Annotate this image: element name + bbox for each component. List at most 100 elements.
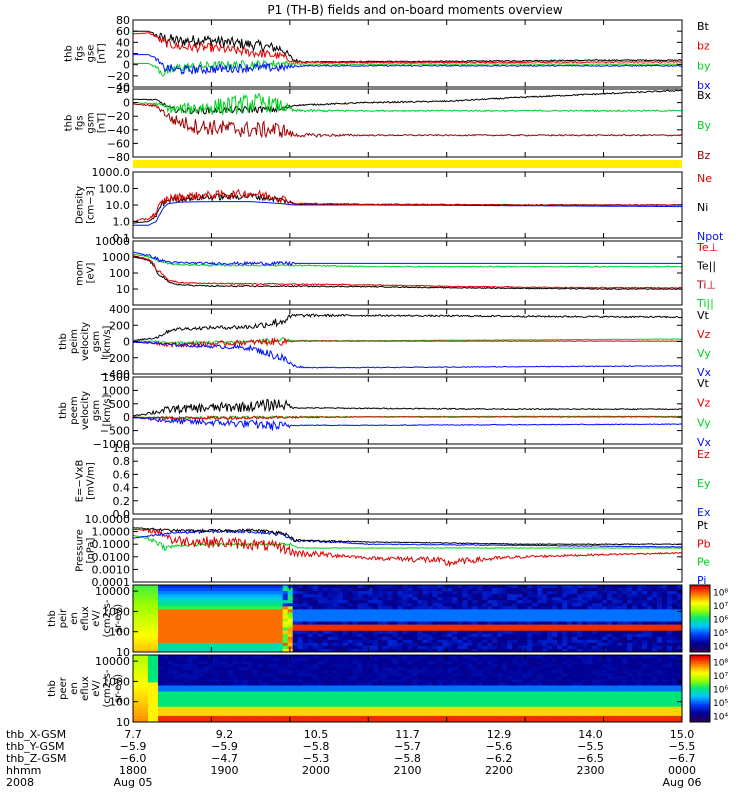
heatmap-cell (312, 594, 319, 598)
heatmap-cell (172, 715, 179, 720)
heatmap-cell (527, 664, 533, 668)
heatmap-cell (477, 688, 483, 693)
heatmap-cell (307, 618, 314, 623)
heatmap-cell (537, 694, 543, 699)
heatmap-cell (417, 676, 424, 680)
heatmap-cell (542, 630, 548, 635)
heatmap-cell (172, 639, 179, 644)
heatmap-cell (452, 691, 458, 696)
heatmap-cell (582, 597, 588, 601)
series-Ne (133, 188, 682, 222)
heatmap-cell (143, 703, 149, 708)
heatmap-cell (452, 633, 458, 638)
heatmap-cell (497, 639, 503, 644)
heatmap-cell (517, 697, 523, 702)
heatmap-cell (487, 591, 493, 595)
heatmap-cell (527, 715, 533, 720)
heatmap-cell (482, 670, 488, 674)
heatmap-cell (267, 645, 274, 650)
heatmap-cell (133, 597, 139, 601)
heatmap-cell (467, 655, 473, 659)
heatmap-cell (237, 624, 244, 629)
heatmap-cell (133, 688, 139, 693)
heatmap-cell (587, 588, 593, 592)
heatmap-cell (392, 636, 399, 641)
heatmap-cell (532, 703, 538, 708)
heatmap-cell (297, 627, 304, 632)
heatmap-cell (212, 697, 219, 702)
heatmap-cell (287, 633, 294, 638)
heatmap-cell (502, 633, 508, 638)
heatmap-cell (332, 633, 339, 638)
heatmap-cell (442, 600, 448, 604)
heatmap-cell (607, 639, 613, 644)
heatmap-cell (432, 715, 439, 720)
heatmap-cell (267, 615, 274, 620)
heatmap-cell (227, 591, 234, 595)
heatmap-cell (322, 661, 329, 665)
heatmap-cell (133, 627, 139, 632)
heatmap-cell (192, 667, 199, 671)
heatmap-cell (317, 588, 324, 592)
heatmap-cell (187, 664, 194, 668)
heatmap-cell (532, 639, 538, 644)
heatmap-cell (312, 588, 319, 592)
heatmap-cell (307, 719, 314, 722)
heatmap-cell (167, 719, 174, 722)
heatmap-cell (172, 682, 179, 686)
heatmap-cell (602, 636, 608, 641)
heatmap-cell (577, 615, 583, 620)
heatmap-cell (307, 664, 314, 668)
heatmap-cell (457, 661, 463, 665)
heatmap-cell (457, 597, 463, 601)
heatmap-cell (402, 679, 409, 683)
heatmap-cell (302, 645, 309, 650)
heatmap-cell (542, 606, 548, 610)
heatmap-cell (158, 636, 164, 641)
heatmap-cell (612, 633, 618, 638)
heatmap-cell (502, 655, 508, 659)
heatmap-cell (472, 645, 478, 650)
heatmap-cell (447, 691, 453, 696)
heatmap-cell (252, 661, 259, 665)
heatmap-cell (312, 603, 319, 607)
heatmap-cell (143, 658, 149, 662)
heatmap-cell (187, 639, 194, 644)
heatmap-cell (657, 615, 663, 620)
heatmap-cell (437, 667, 443, 671)
heatmap-cell (467, 606, 473, 610)
heatmap-cell (267, 661, 274, 665)
heatmap-cell (642, 642, 648, 647)
heatmap-cell (242, 600, 249, 604)
heatmap-cell (307, 700, 314, 705)
heatmap-cell (512, 703, 518, 708)
heatmap-cell (387, 627, 394, 632)
heatmap-cell (572, 667, 578, 671)
heatmap-cell (502, 709, 508, 714)
heatmap-cell (252, 609, 259, 613)
heatmap-cell (242, 636, 249, 641)
heatmap-cell (322, 715, 329, 720)
heatmap-cell (237, 670, 244, 674)
heatmap-cell (402, 627, 409, 632)
heatmap-cell (547, 603, 553, 607)
heatmap-cell (412, 694, 419, 699)
heatmap-cell (492, 630, 498, 635)
heatmap-cell (482, 612, 488, 616)
heatmap-cell (487, 597, 493, 601)
heatmap-cell (492, 588, 498, 592)
heatmap-cell (172, 688, 179, 693)
heatmap-cell (267, 630, 274, 635)
heatmap-cell (217, 685, 224, 690)
heatmap-cell (597, 697, 603, 702)
heatmap-cell (158, 639, 164, 644)
heatmap-cell (167, 585, 174, 589)
heatmap-cell (153, 682, 159, 686)
heatmap-cell (382, 609, 389, 613)
y-axis-label-line: [nT] (97, 43, 108, 63)
heatmap-cell (337, 697, 344, 702)
heatmap-cell (602, 673, 608, 677)
heatmap-cell (153, 591, 159, 595)
heatmap-cell (432, 594, 439, 598)
heatmap-cell (247, 642, 254, 647)
